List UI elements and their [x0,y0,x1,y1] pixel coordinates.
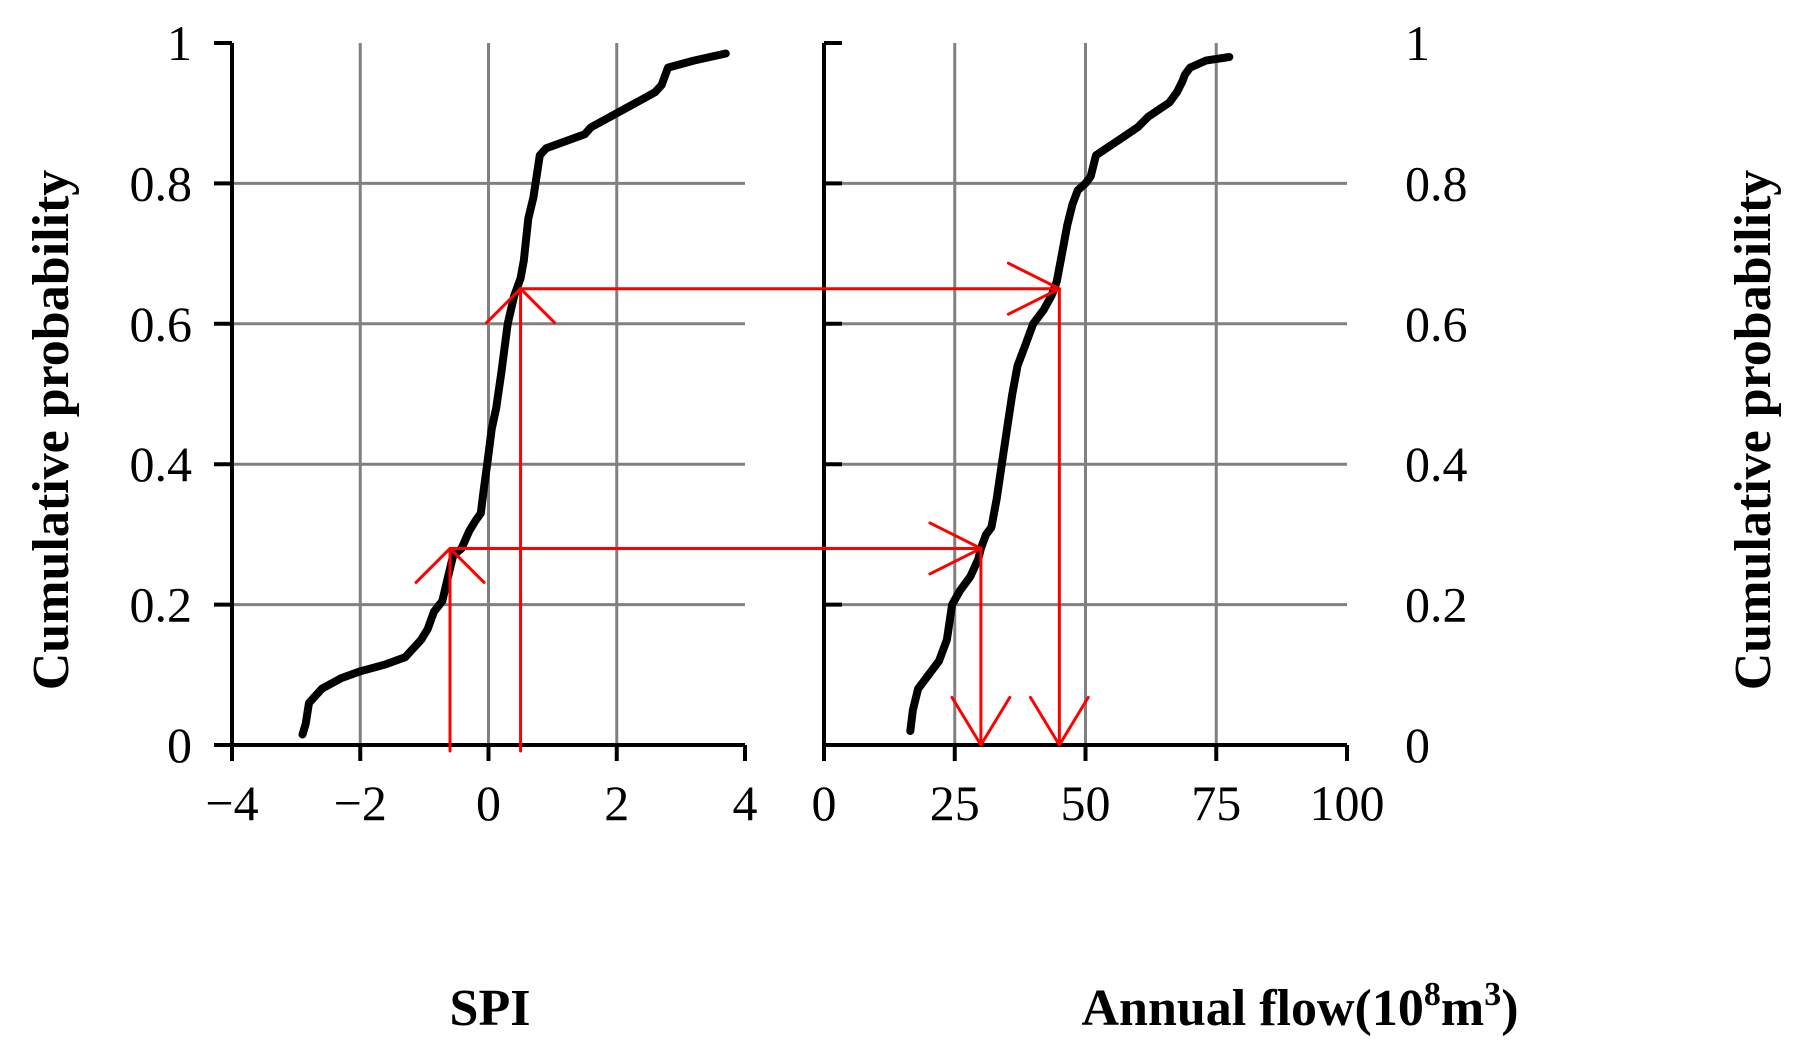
flow-down-arrowhead [950,695,1012,747]
left-y-tick-labels: 0 0.2 0.4 0.6 0.8 1 [130,15,193,773]
left-panel: −4 −2 0 2 4 0 0.2 0.4 0.6 0.8 1 SPI Cumulative pr… [23,15,758,1037]
y-tick-label: 0 [167,717,192,773]
flow-title-sup2: 3 [1484,976,1501,1013]
x-tick-label: 25 [930,775,980,831]
annual-flow-cdf-line [906,53,1234,735]
right-axis-ticks [822,41,1349,761]
flow-title-part2: m [1441,980,1484,1037]
y-tick-label: 0.2 [130,577,193,633]
mapping-arrows [414,261,1090,753]
flow-title-part1: Annual flow(10 [1081,980,1423,1037]
x-tick-label: 4 [733,775,758,831]
y-tick-label: 0.8 [1405,155,1468,211]
left-axis-ticks [214,41,747,761]
flow-title-sup1: 8 [1424,976,1441,1013]
x-tick-label: 0 [476,775,501,831]
right-panel: 0 25 50 75 100 0 0.2 0.4 0.6 0.8 1 Annual flow(10… [812,15,1783,1037]
left-y-axis-title: Cumulative probability [23,170,80,691]
y-tick-label: 0 [1405,717,1430,773]
flow-x-tick-labels: 0 25 50 75 100 [812,775,1385,831]
y-tick-label: 0.4 [1405,436,1468,492]
x-tick-label: 2 [604,775,629,831]
flow-title-part3: ) [1501,980,1518,1037]
x-tick-label: −4 [205,775,258,831]
y-tick-label: 0.4 [130,436,193,492]
left-gridlines [232,43,745,745]
right-gridlines [824,43,1347,745]
y-tick-label: 0.6 [1405,296,1468,352]
flow-down-arrowhead [1028,695,1090,747]
annual-flow-axis-title: Annual flow(108m3) [1081,976,1518,1037]
y-tick-label: 0.8 [130,155,193,211]
spi-axis-title: SPI [450,980,531,1037]
right-y-axis-title: Cumulative probability [1725,170,1782,691]
y-tick-label: 1 [167,15,192,71]
y-tick-label: 0.6 [130,296,193,352]
spi-x-tick-labels: −4 −2 0 2 4 [205,775,757,831]
y-tick-label: 1 [1405,15,1430,71]
right-y-tick-labels: 0 0.2 0.4 0.6 0.8 1 [1405,15,1468,773]
x-tick-label: 0 [812,775,837,831]
x-tick-label: 75 [1191,775,1241,831]
spi-cdf-line [298,49,730,739]
x-tick-label: 100 [1310,775,1385,831]
x-tick-label: −2 [334,775,387,831]
y-tick-label: 0.2 [1405,577,1468,633]
x-tick-label: 50 [1061,775,1111,831]
